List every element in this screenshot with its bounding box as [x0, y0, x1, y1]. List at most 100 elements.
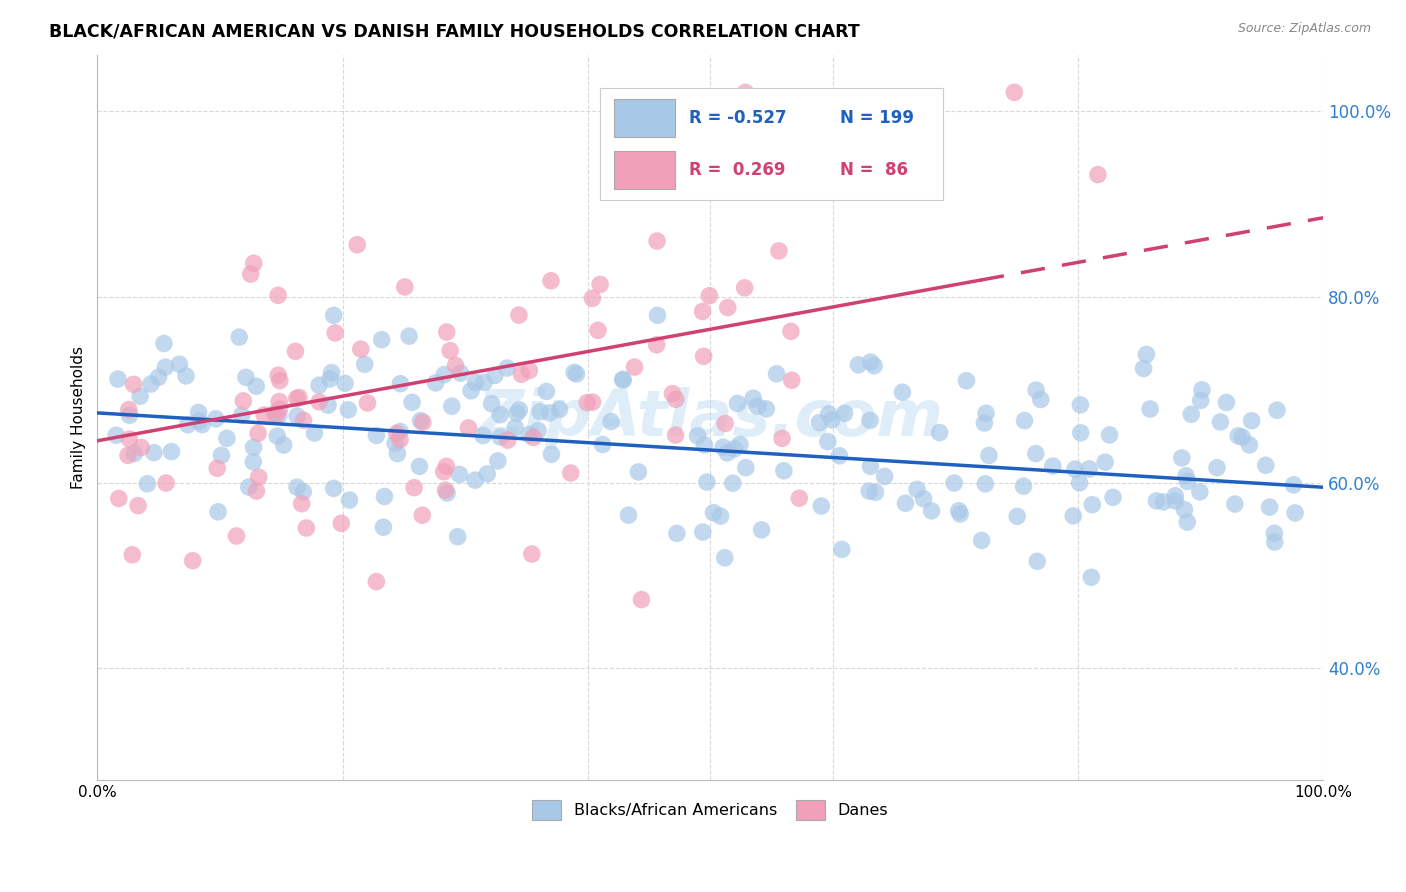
Point — [1042, 458, 1064, 473]
Point — [1005, 509, 1028, 524]
Point — [187, 405, 209, 419]
Point — [389, 376, 412, 391]
Point — [117, 448, 139, 462]
Point — [269, 374, 291, 388]
Point — [716, 446, 738, 460]
Point — [269, 402, 291, 417]
Point — [1209, 415, 1232, 429]
Point — [356, 396, 378, 410]
Point — [105, 428, 128, 442]
Point — [562, 366, 585, 380]
Point — [647, 309, 669, 323]
Point — [974, 406, 997, 420]
Point — [366, 428, 388, 442]
Point — [665, 392, 688, 407]
Point — [472, 428, 495, 442]
Point — [1264, 535, 1286, 549]
Point — [481, 397, 503, 411]
Point — [321, 366, 343, 380]
Point — [247, 426, 270, 441]
Point — [433, 368, 456, 382]
Point — [974, 476, 997, 491]
Point — [304, 426, 326, 441]
Point — [232, 393, 254, 408]
Point — [242, 455, 264, 469]
Point — [1064, 462, 1087, 476]
Point — [1094, 455, 1116, 469]
Point — [1029, 392, 1052, 407]
Point — [699, 288, 721, 302]
Point — [350, 342, 373, 356]
Point — [520, 547, 543, 561]
Point — [436, 325, 458, 339]
Point — [846, 358, 869, 372]
Point — [627, 465, 650, 479]
Point — [1164, 489, 1187, 503]
Point — [912, 491, 935, 506]
Point — [686, 429, 709, 443]
Point — [723, 442, 745, 456]
Point — [291, 497, 314, 511]
Point — [155, 360, 177, 375]
Point — [129, 389, 152, 403]
Point — [973, 416, 995, 430]
Point — [1012, 479, 1035, 493]
Point — [768, 244, 790, 258]
Point — [486, 454, 509, 468]
Point — [263, 406, 285, 420]
Point — [955, 374, 977, 388]
Point — [692, 349, 714, 363]
Point — [118, 432, 141, 446]
Point — [425, 376, 447, 390]
Point — [773, 464, 796, 478]
Point — [322, 482, 344, 496]
Point — [121, 548, 143, 562]
Point — [449, 467, 471, 482]
Point — [323, 326, 346, 340]
Point — [242, 440, 264, 454]
Point — [267, 368, 290, 383]
Point — [472, 376, 495, 390]
Point — [538, 406, 561, 420]
Point — [1025, 383, 1047, 397]
Point — [592, 437, 614, 451]
Point — [665, 428, 688, 442]
Point — [401, 395, 423, 409]
Point — [787, 491, 810, 506]
Point — [1069, 398, 1091, 412]
Point — [970, 533, 993, 548]
Point — [1014, 414, 1036, 428]
Point — [977, 449, 1000, 463]
Point — [1139, 402, 1161, 417]
Point — [828, 449, 851, 463]
Point — [411, 508, 433, 523]
Point — [322, 309, 344, 323]
Point — [231, 408, 253, 422]
Point — [284, 344, 307, 359]
Point — [1080, 570, 1102, 584]
Point — [1069, 475, 1091, 490]
Point — [948, 504, 970, 518]
Point — [247, 470, 270, 484]
Point — [264, 408, 287, 422]
Point — [661, 386, 683, 401]
Point — [205, 461, 228, 475]
Point — [387, 446, 409, 460]
Point — [373, 490, 395, 504]
Point — [581, 395, 603, 409]
Point — [207, 505, 229, 519]
Point — [863, 359, 886, 373]
Point — [1132, 361, 1154, 376]
Point — [496, 361, 519, 376]
Point — [529, 405, 551, 419]
Point — [540, 274, 562, 288]
Point — [118, 409, 141, 423]
Point — [612, 372, 634, 386]
Point — [450, 366, 472, 380]
Legend: Blacks/African Americans, Danes: Blacks/African Americans, Danes — [526, 794, 894, 826]
Point — [285, 392, 308, 406]
Point — [717, 301, 740, 315]
Point — [1191, 383, 1213, 397]
Point — [921, 504, 943, 518]
Point — [228, 330, 250, 344]
